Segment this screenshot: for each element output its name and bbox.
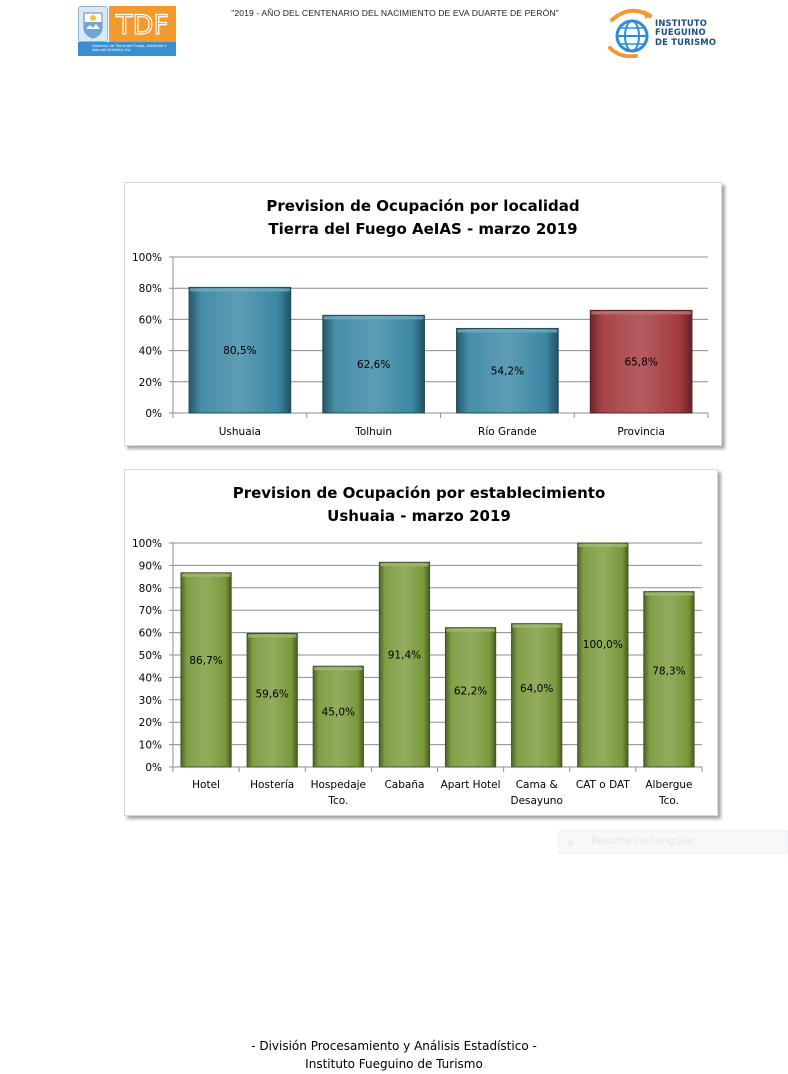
chart-occupancy-by-establishment: Prevision de Ocupación por establecimien… bbox=[124, 469, 718, 816]
chart-occupancy-by-locality-svg: Prevision de Ocupación por localidad Tier… bbox=[132, 197, 709, 438]
snip-overlay-chip[interactable]: Recorte rectangular bbox=[558, 830, 788, 854]
category-label: Cabaña bbox=[384, 779, 424, 791]
category-label: Tco. bbox=[658, 795, 679, 807]
bar bbox=[577, 542, 629, 768]
y-tick-label: 60% bbox=[139, 628, 162, 640]
institute-name: INSTITUTO FUEGUINO DE TURISMO bbox=[655, 18, 717, 47]
bar-bevel bbox=[591, 311, 691, 315]
category-label: Hospedaje bbox=[311, 779, 366, 791]
y-tick-label: 70% bbox=[139, 605, 162, 617]
bar bbox=[444, 627, 497, 768]
category-label: Provincia bbox=[617, 426, 665, 438]
snip-dot-icon bbox=[568, 840, 574, 846]
bar bbox=[589, 309, 693, 414]
bar bbox=[188, 286, 292, 414]
category-label: Río Grande bbox=[478, 426, 537, 438]
y-tick-label: 100% bbox=[132, 538, 162, 550]
chart-title: Prevision de Ocupación por localidad bbox=[266, 197, 579, 215]
bar bbox=[246, 632, 298, 768]
data-label: 62,2% bbox=[454, 685, 487, 697]
bar-bevel bbox=[457, 329, 558, 333]
data-label: 78,3% bbox=[652, 666, 685, 678]
bar-bevel bbox=[181, 573, 231, 577]
category-label: CAT o DAT bbox=[576, 779, 630, 791]
footer-line2: Instituto Fueguino de Turismo bbox=[305, 1057, 483, 1071]
data-label: 100,0% bbox=[583, 639, 623, 651]
category-label: Tco. bbox=[327, 795, 348, 807]
year-motto: "2019 - AÑO DEL CENTENARIO DEL NACIMIENT… bbox=[231, 8, 559, 18]
globe-plane-icon bbox=[608, 8, 653, 58]
category-label: Ushuaia bbox=[219, 426, 261, 438]
chart-occupancy-by-locality: Prevision de Ocupación por localidad Tier… bbox=[124, 182, 722, 446]
y-tick-label: 100% bbox=[132, 252, 162, 264]
page-footer: - División Procesamiento y Análisis Esta… bbox=[0, 1037, 788, 1073]
institute-name-line2: FUEGUINO bbox=[655, 27, 706, 38]
bar bbox=[378, 561, 431, 768]
bar-bevel bbox=[323, 316, 424, 320]
tdf-government-logo: TDF Gobierno de Tierra del Fuego, Antárt… bbox=[78, 6, 176, 56]
y-tick-label: 90% bbox=[139, 560, 162, 572]
category-label: Apart Hotel bbox=[441, 779, 501, 791]
tdf-orange-box bbox=[109, 6, 176, 42]
province-seal-icon bbox=[78, 6, 108, 42]
y-tick-label: 80% bbox=[139, 283, 162, 295]
bar-bevel bbox=[446, 628, 495, 632]
chart-title: Prevision de Ocupación por establecimien… bbox=[233, 484, 606, 502]
bar-bevel bbox=[512, 624, 561, 628]
tdf-subtitle: Gobierno de Tierra del Fuego, Antártida … bbox=[78, 42, 176, 56]
tdf-mark-text: TDF bbox=[115, 10, 169, 41]
y-tick-label: 60% bbox=[139, 314, 162, 326]
chart-subtitle: Tierra del Fuego AeIAS - marzo 2019 bbox=[268, 220, 577, 238]
data-label: 62,6% bbox=[357, 359, 390, 371]
y-tick-label: 50% bbox=[139, 650, 162, 662]
institute-name-line1: INSTITUTO bbox=[655, 18, 708, 28]
y-tick-label: 0% bbox=[145, 408, 162, 420]
category-label: Albergue bbox=[645, 779, 692, 791]
bar bbox=[180, 572, 232, 768]
chart-subtitle: Ushuaia - marzo 2019 bbox=[327, 507, 511, 525]
bar bbox=[456, 327, 559, 414]
category-label: Hostería bbox=[250, 779, 294, 791]
bar-bevel bbox=[578, 544, 627, 547]
category-label: Hotel bbox=[192, 779, 220, 791]
y-tick-label: 10% bbox=[139, 740, 162, 752]
data-label: 45,0% bbox=[322, 707, 355, 719]
bar bbox=[322, 314, 425, 414]
bar-bevel bbox=[248, 634, 297, 638]
y-tick-label: 30% bbox=[139, 695, 162, 707]
institute-name-line3: DE TURISMO bbox=[655, 36, 717, 47]
bar-bevel bbox=[314, 667, 363, 671]
institute-logo: INSTITUTO FUEGUINO DE TURISMO bbox=[606, 6, 736, 58]
tdf-wordmark: TDF bbox=[114, 9, 169, 41]
data-label: 54,2% bbox=[491, 366, 524, 378]
category-label: Tolhuin bbox=[354, 426, 392, 438]
data-label: 80,5% bbox=[223, 345, 256, 357]
chart-occupancy-by-establishment-svg: Prevision de Ocupación por establecimien… bbox=[132, 484, 703, 807]
data-label: 91,4% bbox=[388, 649, 421, 661]
snip-label: Recorte rectangular bbox=[591, 835, 696, 847]
y-tick-label: 20% bbox=[139, 717, 162, 729]
bar-bevel bbox=[380, 563, 429, 567]
category-label: Desayuno bbox=[510, 795, 562, 807]
y-tick-label: 20% bbox=[139, 377, 162, 389]
page-header: TDF Gobierno de Tierra del Fuego, Antárt… bbox=[0, 0, 788, 70]
bar bbox=[643, 591, 695, 768]
bar bbox=[312, 665, 364, 768]
footer-line1: - División Procesamiento y Análisis Esta… bbox=[251, 1039, 537, 1053]
data-label: 86,7% bbox=[189, 655, 222, 667]
bar-bevel bbox=[190, 288, 290, 292]
data-label: 64,0% bbox=[520, 683, 553, 695]
data-label: 59,6% bbox=[256, 689, 289, 701]
y-tick-label: 40% bbox=[139, 672, 162, 684]
bar-bevel bbox=[644, 592, 694, 596]
bar bbox=[511, 623, 563, 768]
y-tick-label: 40% bbox=[139, 346, 162, 358]
category-label: Cama & bbox=[516, 779, 558, 791]
y-tick-label: 0% bbox=[145, 762, 162, 774]
y-tick-label: 80% bbox=[139, 583, 162, 595]
data-label: 65,8% bbox=[624, 357, 657, 369]
